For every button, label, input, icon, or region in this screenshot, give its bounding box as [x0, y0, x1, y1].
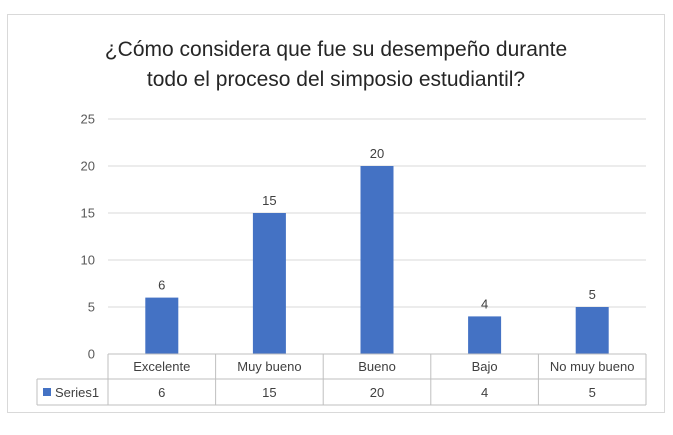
table-value: 4 — [481, 385, 488, 400]
data-label: 15 — [262, 193, 276, 208]
bar — [468, 316, 502, 354]
data-labels: 6 15 20 4 5 — [158, 146, 596, 311]
y-tick-label: 0 — [88, 347, 95, 362]
table-value: 15 — [262, 385, 276, 400]
bar — [575, 307, 609, 354]
data-label: 20 — [370, 146, 384, 161]
chart-title-line-1: ¿Cómo considera que fue su desempeño dur… — [105, 38, 567, 61]
category-label: Bueno — [358, 359, 396, 374]
table-value: 6 — [158, 385, 165, 400]
y-tick-label: 25 — [81, 112, 95, 127]
data-label: 5 — [589, 287, 596, 302]
series-name: Series1 — [55, 385, 99, 400]
bars — [145, 166, 609, 354]
bar — [252, 213, 286, 354]
data-label: 6 — [158, 278, 165, 293]
y-tick-label: 5 — [88, 300, 95, 315]
legend-key — [43, 388, 51, 396]
bar — [145, 297, 179, 354]
chart-title-line-2: todo el proceso del simposio estudiantil… — [147, 68, 525, 91]
category-label: Bajo — [472, 359, 498, 374]
bar — [360, 166, 394, 354]
category-label: No muy bueno — [550, 359, 635, 374]
category-label: Muy bueno — [237, 359, 301, 374]
y-tick-label: 10 — [81, 253, 95, 268]
y-axis-ticks: 0 5 10 15 20 25 — [81, 112, 95, 362]
y-tick-label: 20 — [81, 159, 95, 174]
table-value: 20 — [370, 385, 384, 400]
category-label: Excelente — [133, 359, 190, 374]
table-value: 5 — [589, 385, 596, 400]
data-label: 4 — [481, 296, 488, 311]
data-table: Excelente 6 Muy bueno 15 Bueno 20 Bajo 4 No muy … — [36, 353, 647, 406]
y-tick-label: 15 — [81, 206, 95, 221]
